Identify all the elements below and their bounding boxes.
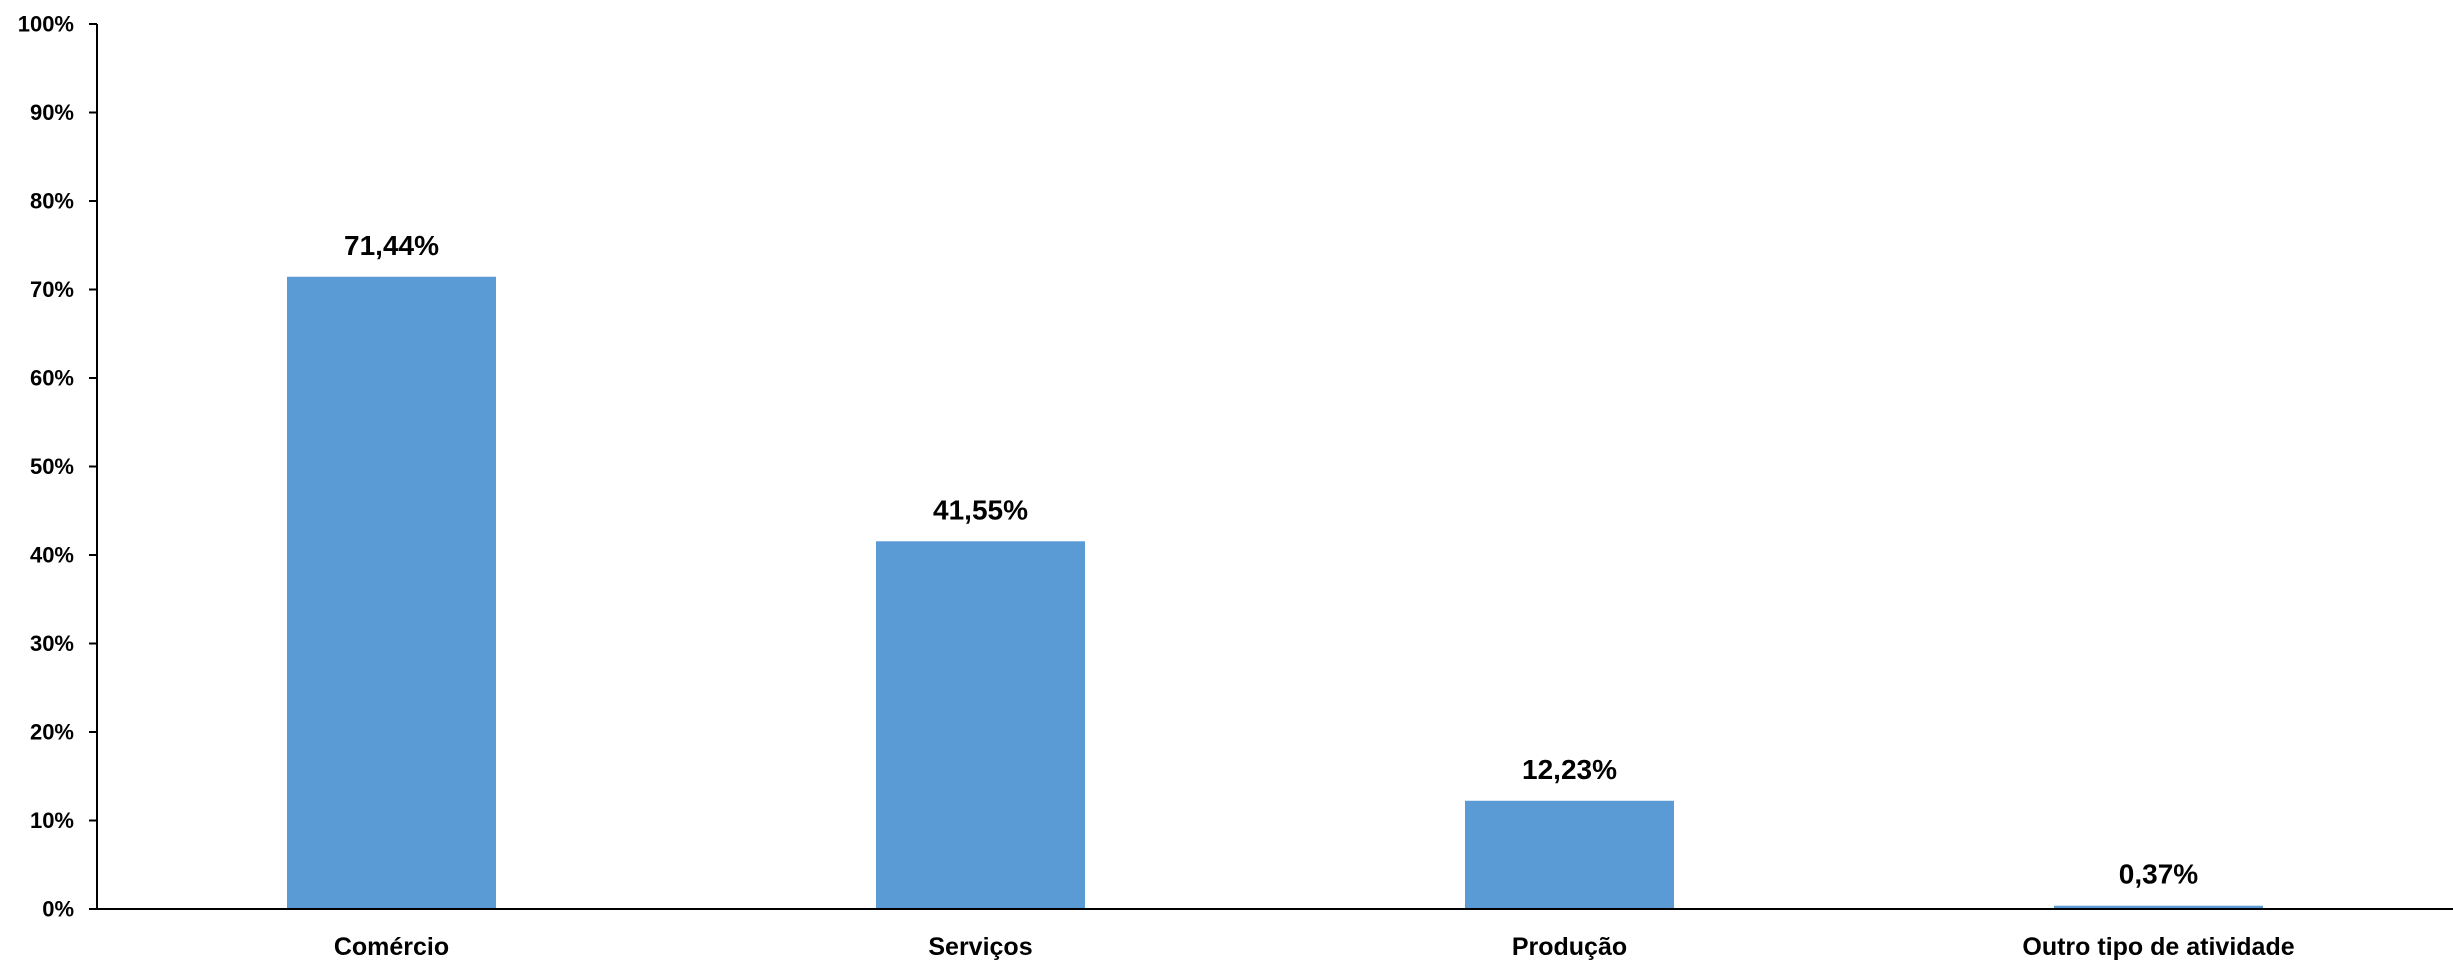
x-tick-label: Serviços (928, 933, 1032, 961)
y-tick-label: 70% (30, 277, 74, 302)
x-tick-label: Produção (1512, 933, 1627, 961)
y-tick-label: 60% (30, 366, 74, 391)
y-tick-label: 10% (30, 808, 74, 833)
y-tick-label: 20% (30, 720, 74, 745)
data-label: 41,55% (933, 494, 1028, 525)
y-tick-label: 80% (30, 189, 74, 214)
bars (287, 276, 2263, 910)
y-tick-label: 30% (30, 631, 74, 656)
bar (2054, 905, 2263, 909)
data-label: 71,44% (344, 230, 439, 261)
bar (287, 276, 496, 910)
data-labels: 71,44% 41,55% 12,23% 0,37% (344, 230, 2198, 890)
y-tick-label: 40% (30, 543, 74, 568)
y-tick-label: 90% (30, 100, 74, 125)
data-label: 12,23% (1522, 754, 1617, 785)
y-tick-label: 0% (42, 897, 74, 922)
bar (1465, 800, 1674, 909)
y-tick-label: 50% (30, 454, 74, 479)
y-tick-label: 100% (18, 12, 74, 37)
bar (876, 541, 1085, 909)
y-axis-ticks: 0% 10% 20% 30% 40% 50% 60% 70% 80% 90% 100% (18, 12, 97, 922)
x-tick-label: Outro tipo de atividade (2022, 933, 2294, 961)
data-label: 0,37% (2119, 859, 2198, 890)
x-tick-label: Comércio (334, 933, 449, 961)
x-axis-labels: Comércio Serviços Produção Outro tipo de at… (334, 933, 2295, 961)
